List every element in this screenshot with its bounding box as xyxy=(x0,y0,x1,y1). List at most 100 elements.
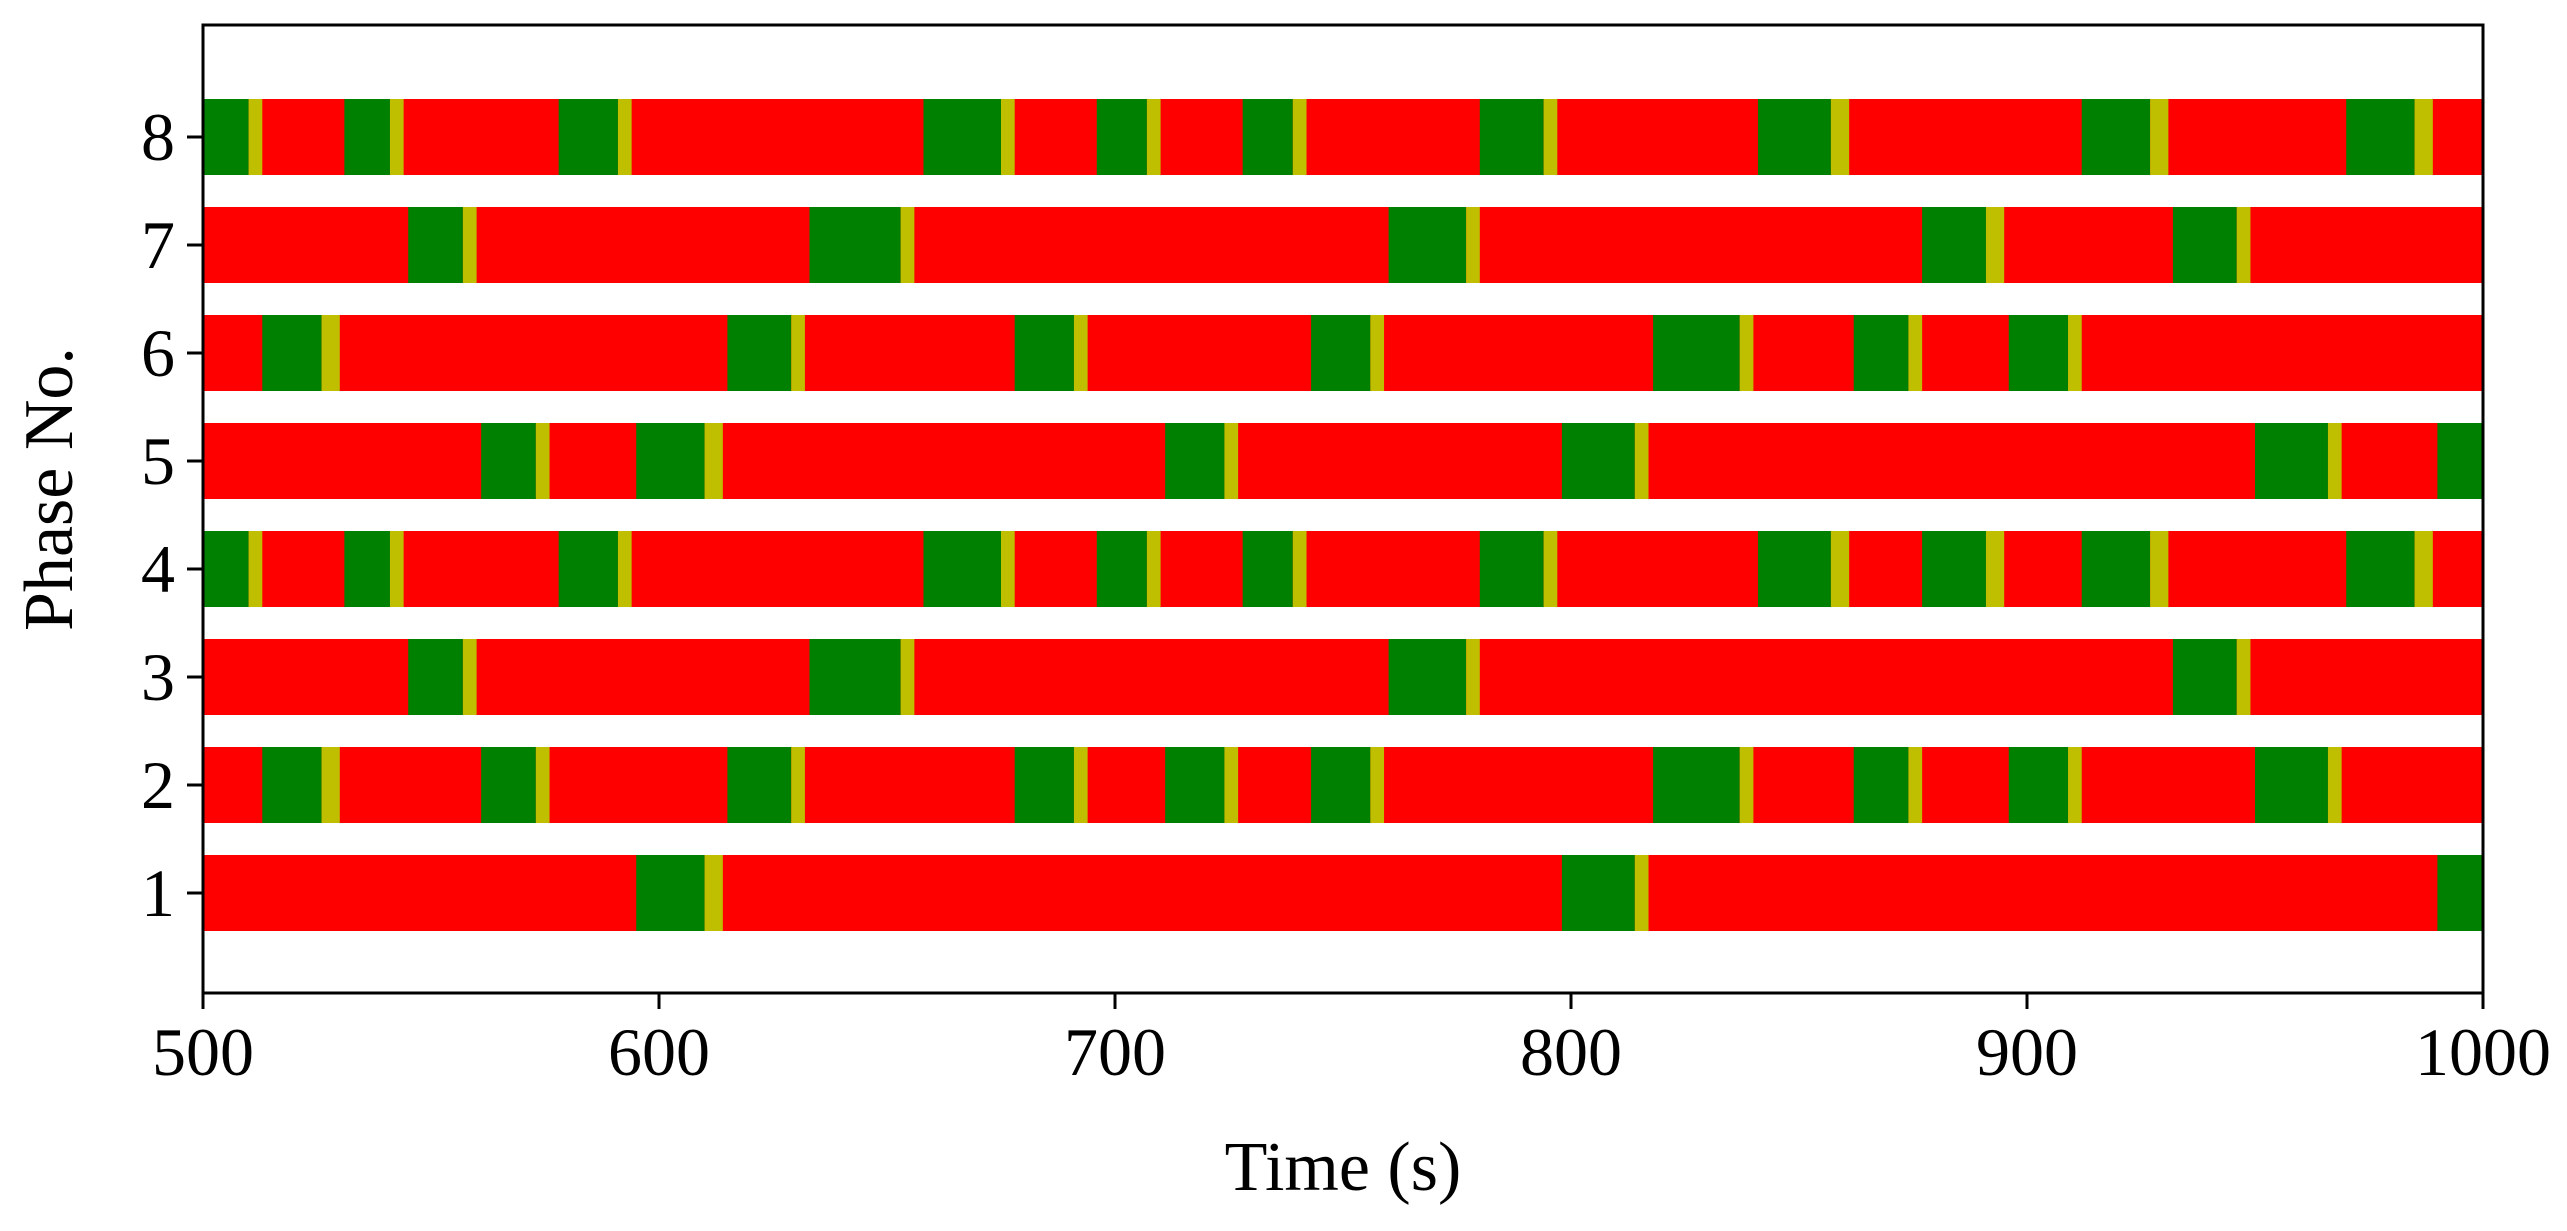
phase-5-green-segment-5 xyxy=(2255,423,2328,499)
phase-7-green-segment-5 xyxy=(2172,207,2237,283)
phase-7-yellow-segment-2 xyxy=(900,207,915,283)
y-tick-label-4: 4 xyxy=(141,531,175,607)
phase-8-green-segment-8 xyxy=(1757,99,1831,175)
bars-layer xyxy=(203,99,2483,931)
phase-2-yellow-segment-8 xyxy=(1908,747,1923,823)
phase-6-yellow-segment-2 xyxy=(791,315,805,391)
phase-2-green-segment-8 xyxy=(1853,747,1909,823)
phase-6-yellow-segment-4 xyxy=(1370,315,1385,391)
y-tick-label-7: 7 xyxy=(141,207,175,283)
phase-3-red-bar xyxy=(203,639,2483,715)
phase-4-yellow-segment-8 xyxy=(1830,531,1850,607)
x-tick-label-800: 800 xyxy=(1520,1014,1622,1090)
phase-4-green-segment-2 xyxy=(344,531,390,607)
y-axis-title: Phase No. xyxy=(11,347,88,631)
phase-6-green-segment-2 xyxy=(727,315,792,391)
x-axis-title: Time (s) xyxy=(1225,1129,1462,1206)
phase-4-green-segment-11 xyxy=(2346,531,2415,607)
phase-5-green-segment-3 xyxy=(1165,423,1225,499)
phase-2-yellow-segment-5 xyxy=(1224,747,1239,823)
phase-2-green-segment-5 xyxy=(1165,747,1225,823)
y-tick-label-5: 5 xyxy=(141,423,175,499)
phase-2-yellow-segment-2 xyxy=(535,747,550,823)
phase-8-yellow-segment-4 xyxy=(1001,99,1015,175)
y-tick-label-8: 8 xyxy=(141,99,175,175)
phase-8-yellow-segment-8 xyxy=(1830,99,1850,175)
phase-6-yellow-segment-3 xyxy=(1073,315,1088,391)
phase-4-green-segment-9 xyxy=(1922,531,1986,607)
phase-8-green-segment-7 xyxy=(1479,99,1544,175)
ticks-layer: 500 600 700 800 900 1000 1 2 3 4 5 6 7 8 xyxy=(141,99,2551,1090)
phase-7-yellow-segment-3 xyxy=(1466,207,1480,283)
y-tick-label-2: 2 xyxy=(141,747,175,823)
phase-8-green-segment-1 xyxy=(203,99,249,175)
phase-8-yellow-segment-3 xyxy=(617,99,632,175)
phase-6-yellow-segment-1 xyxy=(321,315,340,391)
phase-2-yellow-segment-10 xyxy=(2327,747,2342,823)
phase-4-yellow-segment-6 xyxy=(1292,531,1307,607)
phase-4-yellow-segment-4 xyxy=(1001,531,1015,607)
x-tick-label-900: 900 xyxy=(1976,1014,2078,1090)
phase-8-yellow-segment-9 xyxy=(2150,99,2169,175)
phase-6-yellow-segment-7 xyxy=(2068,315,2082,391)
phase-7-green-segment-3 xyxy=(1388,207,1467,283)
phase-6-yellow-segment-5 xyxy=(1739,315,1754,391)
x-tick-label-600: 600 xyxy=(608,1014,710,1090)
phase-6-green-segment-6 xyxy=(1853,315,1909,391)
phase-4-yellow-segment-1 xyxy=(248,531,263,607)
x-tick-label-500: 500 xyxy=(152,1014,254,1090)
phase-2-yellow-segment-9 xyxy=(2068,747,2082,823)
phase-2-green-segment-1 xyxy=(262,747,322,823)
y-tick-label-3: 3 xyxy=(141,639,175,715)
phase-5-yellow-segment-4 xyxy=(1634,423,1649,499)
phase-3-yellow-segment-4 xyxy=(2236,639,2251,715)
phase-8-green-segment-5 xyxy=(1096,99,1147,175)
x-tick-label-1000: 1000 xyxy=(2415,1014,2551,1090)
phase-3-green-segment-1 xyxy=(408,639,463,715)
phase-1-green-segment-1 xyxy=(636,855,705,931)
phase-2-yellow-segment-4 xyxy=(1073,747,1088,823)
phase-2-yellow-segment-6 xyxy=(1370,747,1385,823)
phase-1-red-bar xyxy=(203,855,2483,931)
phase-7-green-segment-4 xyxy=(1922,207,1986,283)
phase-4-green-segment-6 xyxy=(1242,531,1293,607)
phase-8-yellow-segment-5 xyxy=(1146,99,1161,175)
phase-2-yellow-segment-3 xyxy=(791,747,805,823)
phase-6-yellow-segment-6 xyxy=(1908,315,1923,391)
phase-8-yellow-segment-6 xyxy=(1292,99,1307,175)
phase-7-green-segment-2 xyxy=(809,207,901,283)
phase-3-yellow-segment-2 xyxy=(900,639,915,715)
x-tick-label-700: 700 xyxy=(1064,1014,1166,1090)
phase-6-green-segment-1 xyxy=(262,315,322,391)
phase-2-green-segment-9 xyxy=(2008,747,2069,823)
phase-7-yellow-segment-1 xyxy=(462,207,477,283)
phase-2-green-segment-7 xyxy=(1653,747,1740,823)
phase-3-yellow-segment-3 xyxy=(1466,639,1480,715)
phase-4-green-segment-8 xyxy=(1757,531,1831,607)
phase-6-green-segment-4 xyxy=(1311,315,1371,391)
phase-5-yellow-segment-1 xyxy=(535,423,550,499)
phase-2-yellow-segment-1 xyxy=(321,747,340,823)
phase-8-yellow-segment-10 xyxy=(2414,99,2433,175)
phase-7-yellow-segment-5 xyxy=(2236,207,2251,283)
phase-8-green-segment-9 xyxy=(2081,99,2151,175)
phase-2-yellow-segment-7 xyxy=(1739,747,1754,823)
phase-2-green-segment-2 xyxy=(481,747,536,823)
phase-6-green-segment-5 xyxy=(1653,315,1740,391)
phase-4-yellow-segment-7 xyxy=(1543,531,1558,607)
phase-5-yellow-segment-2 xyxy=(704,423,723,499)
phase-8-green-segment-10 xyxy=(2346,99,2415,175)
phase-4-green-segment-10 xyxy=(2081,531,2151,607)
y-tick-label-1: 1 xyxy=(141,855,175,931)
phase-2-green-segment-10 xyxy=(2255,747,2328,823)
phase-5-green-segment-2 xyxy=(636,423,705,499)
phase-8-green-segment-3 xyxy=(558,99,618,175)
phase-1-yellow-segment-2 xyxy=(1634,855,1649,931)
phase-1-green-segment-3 xyxy=(2437,855,2483,931)
phase-4-green-segment-5 xyxy=(1096,531,1147,607)
phase-4-green-segment-3 xyxy=(558,531,618,607)
phase-8-green-segment-4 xyxy=(923,99,1001,175)
phase-2-green-segment-3 xyxy=(727,747,792,823)
